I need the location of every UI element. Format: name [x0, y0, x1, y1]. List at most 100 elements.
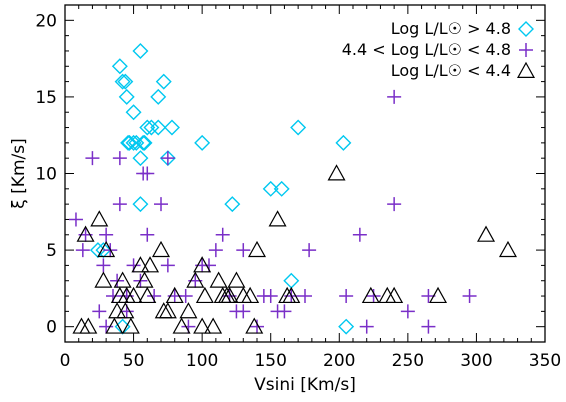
- x-tick-label: 250: [392, 351, 424, 371]
- diamond-point: [338, 318, 355, 335]
- plus-point: [208, 243, 223, 258]
- plus-point: [400, 304, 415, 319]
- x-tick-label: 350: [529, 351, 561, 371]
- diamond-point: [118, 88, 135, 105]
- x-tick-label: 300: [460, 351, 492, 371]
- legend: Log L/L☉ > 4.8 4.4 < Log L/L☉ < 4.8 Log L/…: [342, 19, 536, 80]
- triangle-point: [282, 286, 301, 304]
- legend-plus-point: [519, 43, 533, 57]
- plus-point: [236, 304, 251, 319]
- triangle-point: [172, 317, 191, 334]
- triangle-point: [105, 317, 124, 334]
- diamond-point: [273, 180, 290, 197]
- plus-point: [339, 289, 354, 304]
- triangle-point: [193, 256, 212, 273]
- plus-point: [359, 319, 374, 334]
- triangle-point: [158, 302, 177, 319]
- triangle-point: [179, 302, 198, 319]
- diamond-point: [335, 134, 352, 151]
- diamond-point: [135, 134, 152, 151]
- triangle-point: [327, 164, 346, 181]
- triangle-point: [385, 286, 404, 304]
- legend-triangle-point: [516, 61, 536, 79]
- triangle-point: [220, 286, 239, 304]
- plus-point: [110, 273, 125, 288]
- diamond-point: [155, 73, 172, 90]
- triangle-point: [141, 256, 160, 273]
- diamond-point: [136, 134, 153, 151]
- plus-point: [421, 319, 436, 334]
- plus-point: [387, 197, 402, 212]
- diamond-point: [150, 88, 167, 105]
- triangle-point: [116, 302, 135, 319]
- x-axis-title: Vsini [Km/s]: [254, 375, 356, 395]
- diamond-point: [120, 134, 137, 151]
- plus-point: [75, 243, 90, 258]
- triangle-point: [94, 271, 113, 288]
- plus-point: [298, 289, 312, 304]
- diamond-point: [111, 58, 128, 75]
- plus-point: [178, 289, 193, 304]
- axis-ticks: [64, 5, 546, 342]
- triangle-point: [241, 286, 260, 304]
- triangle-point: [268, 210, 287, 227]
- plus-point: [302, 243, 317, 258]
- y-tick-label: 5: [46, 241, 57, 261]
- triangle-point: [209, 271, 228, 288]
- y-tick-label: 15: [35, 88, 57, 108]
- diamond-point: [194, 134, 211, 151]
- plus-point: [387, 89, 402, 104]
- y-tick-label: 0: [46, 318, 57, 338]
- plus-point: [68, 212, 83, 227]
- plus-point: [99, 319, 114, 334]
- triangle-point: [90, 210, 109, 227]
- plus-point: [366, 289, 381, 304]
- plus-point: [215, 227, 230, 242]
- triangle-point: [429, 286, 448, 304]
- diamond-point: [163, 119, 180, 136]
- diamond-point: [132, 196, 149, 213]
- legend-label: 4.4 < Log L/L☉ < 4.8: [342, 40, 511, 59]
- plus-point: [160, 151, 175, 166]
- triangle-point: [186, 271, 205, 288]
- triangle-point: [247, 240, 267, 258]
- plus-point: [277, 304, 292, 319]
- plus-point: [112, 151, 127, 166]
- triangle-point: [97, 240, 116, 258]
- plus-point: [352, 227, 367, 242]
- triangle-point: [195, 286, 214, 304]
- y-tick-label: 10: [35, 165, 57, 185]
- diamond-point: [150, 119, 167, 136]
- diamond-point: [117, 73, 134, 90]
- plus-point: [96, 258, 111, 273]
- diamond-point: [125, 104, 142, 121]
- data-points: [68, 42, 517, 335]
- plus-point: [99, 227, 114, 242]
- legend-diamond-point: [518, 21, 534, 37]
- diamond-point: [262, 180, 279, 197]
- x-tick-label: 100: [186, 351, 218, 371]
- diamond-point: [121, 134, 138, 151]
- triangle-point: [79, 317, 98, 334]
- triangle-point: [117, 286, 136, 304]
- diamond-point: [139, 119, 156, 136]
- legend-label: Log L/L☉ < 4.4: [391, 61, 511, 80]
- x-tick-label: 150: [254, 351, 286, 371]
- tick-labels: 0 50 100 150 200 250 300 350 0 5 10 15 20: [35, 11, 561, 371]
- triangle-point: [361, 286, 380, 304]
- triangle-point: [204, 317, 223, 334]
- diamond-point: [143, 119, 160, 136]
- triangle-point: [113, 271, 132, 288]
- triangle-point: [227, 271, 246, 288]
- y-tick-label: 20: [35, 11, 57, 31]
- plus-point: [140, 166, 155, 181]
- diamond-point: [290, 119, 307, 136]
- triangle-point: [151, 240, 171, 258]
- diamond-point: [114, 73, 131, 90]
- x-tick-label: 200: [323, 351, 355, 371]
- plus-point: [236, 243, 251, 258]
- x-tick-label: 50: [123, 351, 145, 371]
- plus-point: [250, 319, 264, 334]
- triangle-point: [135, 271, 154, 288]
